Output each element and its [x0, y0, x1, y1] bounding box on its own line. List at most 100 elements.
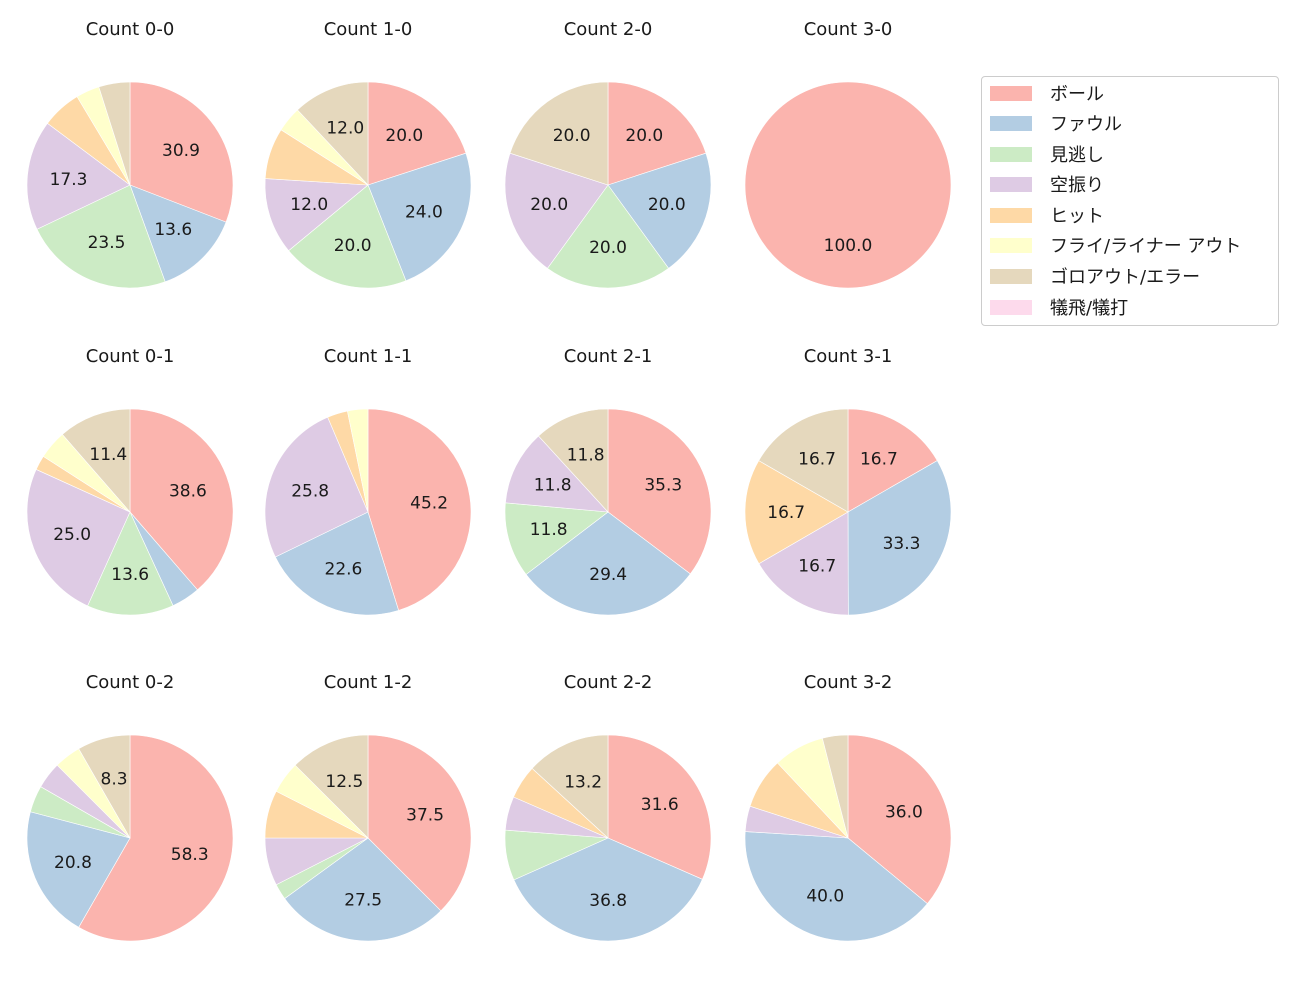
- legend-label: ゴロアウト/エラー: [1050, 267, 1201, 288]
- slice-percent-label: 12.5: [325, 772, 363, 792]
- legend-swatch: [990, 115, 1032, 131]
- pie-subplot: Count 1-0 20.0 24.0 20.0 12.0 12.0: [264, 19, 472, 289]
- slice-percent-label: 40.0: [806, 886, 844, 906]
- pie-subplot: Count 2-0 20.0 20.0 20.0 20.0 20.0: [504, 19, 712, 289]
- pie-slice: [367, 734, 472, 912]
- slice-percent-label: 25.0: [53, 525, 91, 545]
- pie-slice: [505, 435, 609, 513]
- pie-slice: [264, 178, 369, 252]
- pie-slice: [847, 734, 952, 905]
- slice-percent-label: 25.8: [291, 481, 329, 501]
- slice-percent-label: 27.5: [344, 891, 382, 911]
- pie-slice: [531, 734, 609, 839]
- pie-slice: [129, 408, 234, 591]
- pie-slice: [26, 811, 131, 928]
- slice-percent-label: 20.0: [589, 238, 627, 258]
- slice-percent-label: 35.3: [644, 475, 682, 495]
- slice-percent-label: 20.8: [54, 853, 92, 873]
- subplot-title: Count 1-0: [324, 19, 413, 40]
- subplot-title: Count 3-0: [804, 19, 893, 40]
- slice-percent-label: 8.3: [101, 769, 128, 789]
- slice-percent-label: 20.0: [385, 126, 423, 146]
- legend-label: ヒット: [1050, 206, 1104, 227]
- subplot-title: Count 0-0: [86, 19, 175, 40]
- legend-item-called-strike: 見逃し: [990, 142, 1104, 166]
- slice-percent-label: 16.7: [798, 557, 836, 577]
- slice-percent-label: 33.3: [883, 534, 921, 554]
- slice-percent-label: 36.0: [885, 803, 923, 823]
- slice-percent-label: 13.6: [154, 220, 192, 240]
- legend-label: フライ/ライナー アウト: [1050, 236, 1242, 257]
- legend: ボール ファウル 見逃し 空振り ヒット フライ/ライナー アウト ゴロアウト/…: [981, 76, 1279, 326]
- slice-percent-label: 13.2: [564, 772, 602, 792]
- pie-subplot: Count 2-1 35.3 29.4 11.8 11.8 11.8: [504, 346, 712, 616]
- pie-slice: [513, 837, 703, 942]
- legend-swatch: [990, 146, 1032, 162]
- pie-subplot: Count 1-1 45.2 22.6 25.8: [264, 346, 472, 616]
- legend-item-swinging-strike: 空振り: [990, 172, 1104, 196]
- pie-slice: [367, 408, 472, 611]
- pie-slice: [367, 81, 467, 186]
- legend-label: ボール: [1050, 84, 1104, 105]
- pie-slice: [607, 81, 707, 186]
- slice-percent-label: 100.0: [824, 236, 873, 256]
- pie-slice: [744, 460, 849, 565]
- pie-slice: [87, 511, 174, 616]
- pie-slice: [758, 408, 849, 513]
- pie-slice: [78, 734, 131, 840]
- pie-slice: [61, 408, 131, 513]
- pie-slice: [607, 152, 712, 269]
- pie-subplot: Count 3-2 36.0 40.0: [744, 672, 952, 942]
- slice-percent-label: 11.8: [534, 476, 572, 496]
- legend-swatch: [990, 268, 1032, 284]
- legend-label: 見逃し: [1050, 145, 1104, 166]
- slice-percent-label: 24.0: [405, 202, 443, 222]
- slice-percent-label: 20.0: [334, 236, 372, 256]
- pie-subplot: Count 1-2 37.5 27.5 12.5: [264, 672, 472, 942]
- slice-percent-label: 12.0: [290, 195, 328, 215]
- pie-slice: [129, 81, 234, 223]
- subplot-title: Count 2-0: [564, 19, 653, 40]
- slice-percent-label: 38.6: [169, 481, 207, 501]
- subplot-title: Count 2-1: [564, 346, 653, 367]
- pie-slice: [274, 511, 399, 616]
- pie-slice: [758, 511, 849, 616]
- legend-item-foul: ファウル: [990, 111, 1122, 135]
- slice-percent-label: 16.7: [767, 503, 805, 523]
- pie-slice: [847, 408, 938, 513]
- legend-swatch: [990, 176, 1032, 192]
- slice-percent-label: 16.7: [860, 449, 898, 469]
- pie-subplot: Count 0-1 38.6 13.6 25.0 11.4: [26, 346, 234, 616]
- pie-slice: [367, 152, 472, 282]
- pie-subplot: Count 0-2 58.3 20.8 8.3: [26, 672, 234, 942]
- slice-percent-label: 20.0: [625, 126, 663, 146]
- subplot-title: Count 0-2: [86, 672, 175, 693]
- legend-label: 犠飛/犠打: [1050, 298, 1129, 319]
- legend-label: 空振り: [1050, 175, 1104, 196]
- legend-item-grounder-out-error: ゴロアウト/エラー: [990, 264, 1200, 288]
- slice-percent-label: 23.5: [88, 233, 126, 253]
- slice-percent-label: 37.5: [406, 805, 444, 825]
- legend-swatch: [990, 299, 1032, 315]
- slice-percent-label: 20.0: [648, 195, 686, 215]
- slice-percent-label: 11.4: [89, 445, 127, 465]
- slice-percent-label: 16.7: [798, 449, 836, 469]
- pie-slice: [822, 734, 849, 839]
- pie-slice: [509, 81, 609, 186]
- pie-slice: [538, 408, 609, 513]
- pie-slice: [297, 81, 369, 186]
- slice-percent-label: 20.0: [553, 126, 591, 146]
- legend-item-fly-liner-out: フライ/ライナー アウト: [990, 233, 1241, 257]
- subplot-title: Count 3-1: [804, 346, 893, 367]
- pie-slice: [36, 184, 166, 289]
- pie-subplot: Count 3-0 100.0: [744, 19, 952, 289]
- slice-percent-label: 58.3: [171, 845, 209, 865]
- pie-slice: [504, 502, 609, 575]
- slice-percent-label: 30.9: [162, 141, 200, 161]
- slice-percent-label: 29.4: [589, 565, 627, 585]
- pie-slice: [78, 734, 234, 942]
- subplot-title: Count 1-1: [324, 346, 413, 367]
- legend-item-sacrifice: 犠飛/犠打: [990, 295, 1128, 319]
- legend-label: ファウル: [1050, 114, 1122, 135]
- pie-slice: [347, 408, 369, 513]
